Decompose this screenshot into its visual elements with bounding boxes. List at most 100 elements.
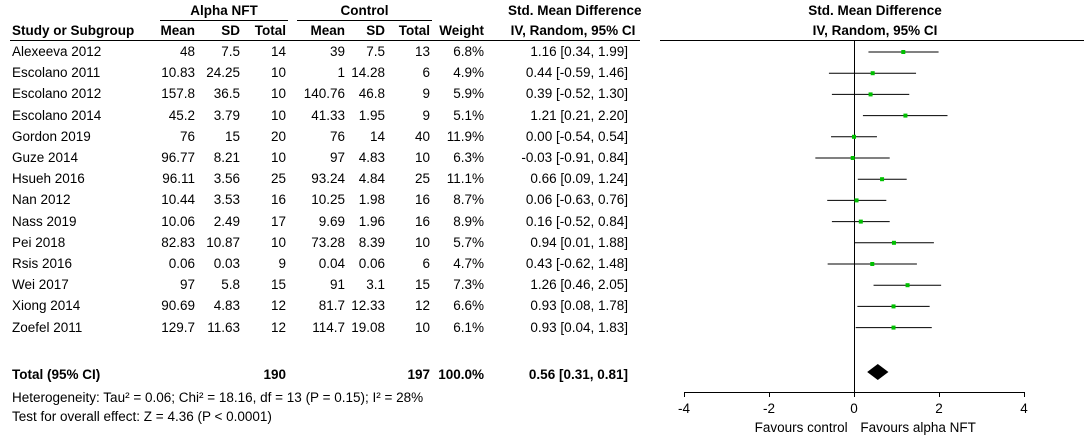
x-tick-label: 2: [935, 401, 943, 416]
study-name: Escolano 2012: [12, 86, 102, 102]
alpha-mean: 90.69: [161, 298, 195, 314]
alpha-total: 15: [270, 277, 286, 293]
point-estimate: [858, 219, 863, 224]
point-estimate: [901, 50, 906, 54]
alpha-sd: 8.21: [213, 150, 240, 165]
pooled-diamond: [867, 364, 889, 380]
control-total: 13: [414, 44, 430, 59]
control-sd: 7.5: [366, 44, 385, 59]
alpha-sd: 4.83: [213, 298, 240, 314]
control-mean: 9.69: [318, 213, 345, 229]
control-sd: 12.33: [351, 298, 385, 314]
smd-ci: 0.94 [0.01, 1.88]: [530, 234, 628, 250]
study-name: Zoefel 2011: [12, 319, 83, 335]
x-tick-label: 4: [1020, 401, 1028, 416]
point-estimate: [850, 156, 855, 160]
control-sd: 19.08: [351, 319, 385, 335]
alpha-total: 10: [270, 86, 286, 102]
control-total: 10: [414, 319, 430, 335]
col-header-control-mean: Mean: [310, 23, 345, 38]
control-mean: 0.04: [318, 256, 345, 271]
control-total: 12: [414, 298, 430, 314]
alpha-mean: 96.11: [162, 171, 195, 187]
alpha-mean: 10.83: [161, 65, 195, 81]
smd-ci: 1.26 [0.46, 2.05]: [530, 277, 628, 293]
weight: 11.9%: [446, 128, 484, 144]
weight: 5.1%: [453, 107, 484, 123]
control-sd: 14: [369, 128, 385, 144]
control-total: 6: [422, 65, 430, 81]
control-sd: 4.83: [358, 150, 385, 165]
control-mean: 41.33: [311, 107, 345, 123]
control-sd: 46.8: [358, 86, 385, 102]
control-mean: 76: [329, 128, 345, 144]
alpha-mean: 10.44: [161, 192, 195, 208]
method-header-right: IV, Random, 95% CI: [812, 23, 938, 38]
alpha-mean: 48: [179, 44, 195, 59]
control-sd: 8.39: [358, 234, 385, 250]
alpha-mean: 0.06: [168, 256, 195, 271]
alpha-mean: 82.83: [161, 234, 195, 250]
forest-plot: -4 -2 0 2 4 Favours control Favours alpha NFT: [660, 40, 1084, 435]
alpha-mean: 96.77: [161, 150, 195, 165]
weight: 6.3%: [453, 150, 484, 165]
x-tick-label: 0: [850, 401, 858, 416]
overall-effect-text: Test for overall effect: Z = 4.36 (P < 0…: [12, 409, 272, 424]
smd-ci: 0.93 [0.04, 1.83]: [530, 319, 628, 335]
alpha-mean: 10.06: [161, 213, 195, 229]
alpha-mean: 45.2: [168, 107, 195, 123]
point-estimate: [870, 71, 875, 76]
point-estimate: [903, 113, 908, 118]
smd-ci: 0.44 [-0.59, 1.46]: [525, 65, 628, 81]
control-total: 40: [414, 128, 430, 144]
weight: 5.7%: [453, 234, 484, 250]
alpha-sd: 5.8: [221, 277, 240, 293]
smd-ci: 0.43 [-0.62, 1.48]: [525, 256, 628, 271]
study-name: Rsis 2016: [12, 256, 73, 271]
alpha-total: 20: [270, 128, 286, 144]
smd-ci: 0.93 [0.08, 1.78]: [530, 298, 628, 314]
point-estimate: [891, 240, 896, 245]
alpha-mean: 129.7: [161, 319, 195, 335]
control-total: 9: [422, 107, 430, 123]
control-mean: 39: [329, 44, 345, 59]
study-name: Escolano 2011: [12, 65, 101, 81]
control-sd: 1.98: [358, 192, 385, 208]
alpha-mean: 76: [179, 128, 195, 144]
alpha-sd: 36.5: [213, 86, 240, 102]
study-name: Alexeeva 2012: [12, 44, 102, 59]
group-header-control: Control: [340, 3, 389, 18]
alpha-total: 10: [270, 65, 286, 81]
smd-ci: 0.16 [-0.52, 0.84]: [525, 213, 628, 229]
control-mean: 81.7: [318, 298, 345, 314]
study-name: Xiong 2014: [12, 298, 81, 314]
study-name: Hsueh 2016: [12, 171, 85, 187]
column-header-rule: [10, 40, 640, 41]
smd-header-left: Std. Mean Difference: [508, 3, 642, 18]
weight: 6.1%: [453, 319, 484, 335]
study-name: Wei 2017: [12, 277, 69, 293]
smd-ci: 0.39 [-0.52, 1.30]: [525, 86, 628, 102]
alpha-total: 9: [278, 256, 286, 271]
col-header-alpha-mean: Mean: [160, 23, 195, 38]
control-mean: 73.28: [311, 234, 345, 250]
study-name: Gordon 2019: [12, 128, 91, 144]
control-header-rule: [297, 20, 432, 21]
alpha-total: 12: [270, 298, 286, 314]
alpha-total: 14: [270, 44, 286, 59]
point-estimate: [880, 177, 885, 182]
control-sd: 1.96: [358, 213, 385, 229]
forest-table: Alpha NFT Control Std. Mean Difference S…: [10, 3, 642, 424]
alpha-total: 12: [270, 319, 286, 335]
control-mean: 91: [329, 277, 345, 293]
point-estimate: [870, 262, 875, 266]
alpha-total: 10: [270, 107, 286, 123]
col-header-control-total: Total: [398, 23, 430, 38]
control-total: 10: [414, 234, 430, 250]
alpha-mean: 157.8: [161, 86, 195, 102]
control-total: 16: [414, 192, 430, 208]
weight: 6.8%: [453, 44, 484, 59]
control-total: 15: [414, 277, 430, 293]
col-header-control-sd: SD: [366, 23, 385, 38]
control-total: 6: [422, 256, 430, 271]
